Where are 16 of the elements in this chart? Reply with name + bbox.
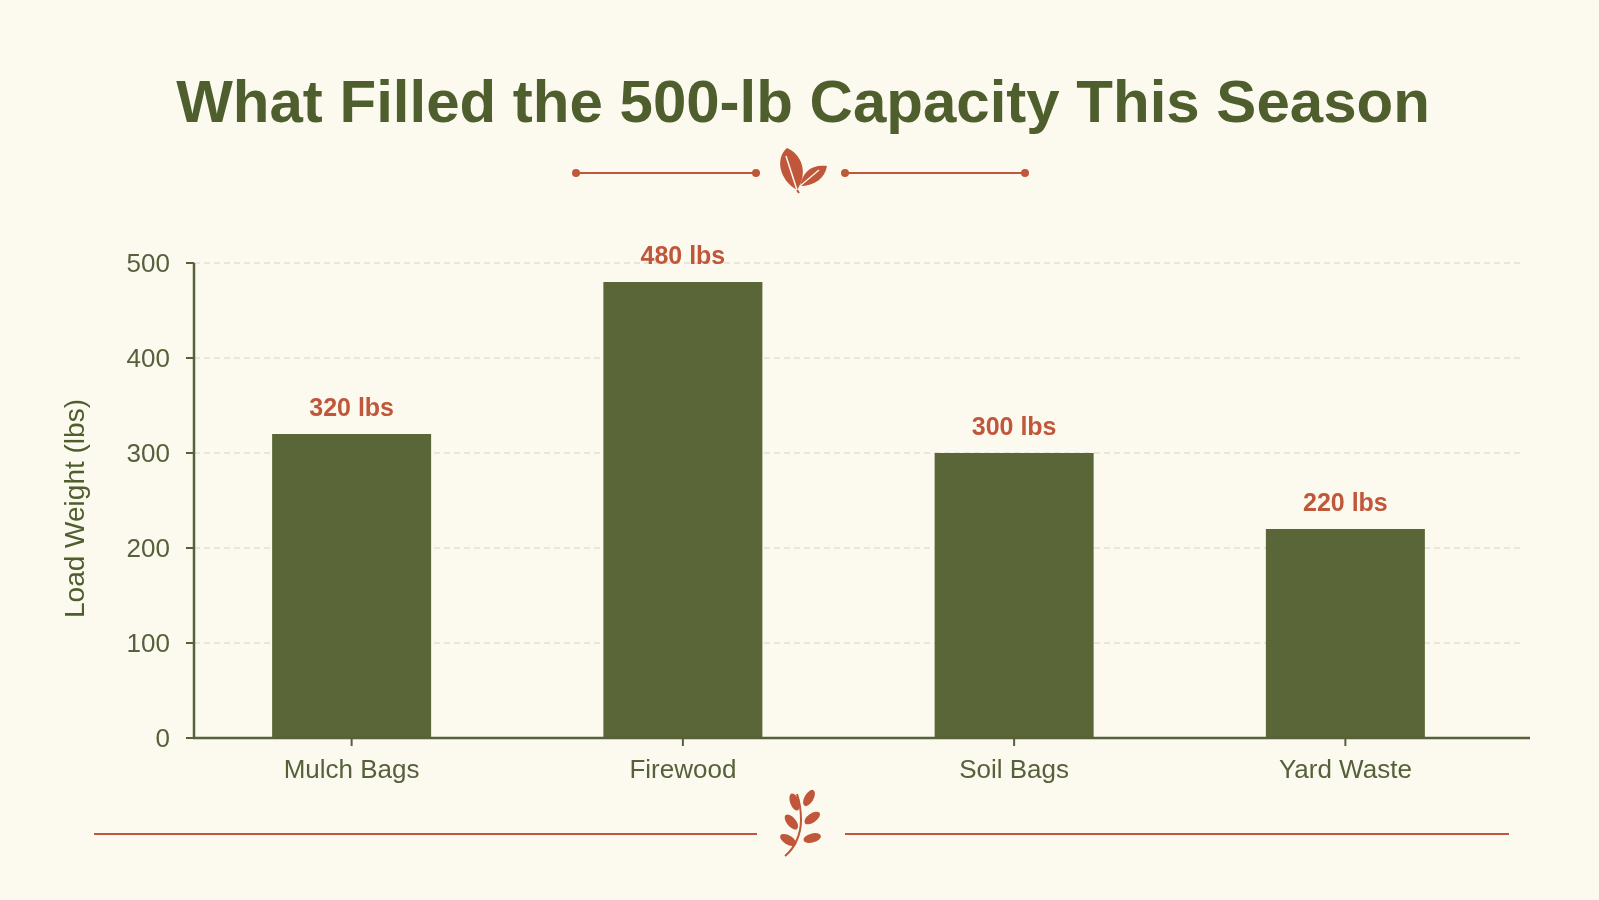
x-tick-label: Yard Waste	[1278, 754, 1412, 784]
y-tick-label: 400	[126, 343, 170, 374]
y-tick-label: 300	[126, 438, 170, 469]
data-label: 300 lbs	[971, 412, 1057, 440]
x-tick-label: Mulch Bags	[283, 754, 420, 784]
data-label: 220 lbs	[1302, 488, 1388, 516]
y-tick-label: 500	[126, 248, 170, 279]
chart-title: What Filled the 500-lb Capacity This Season	[176, 68, 1430, 135]
y-axis-title: Load Weight (lbs)	[59, 399, 90, 618]
data-label: 480 lbs	[640, 241, 726, 269]
x-tick-label: Firewood	[629, 754, 737, 784]
y-tick-label: 200	[126, 533, 170, 564]
y-tick-label: 0	[155, 723, 170, 754]
data-label: 320 lbs	[309, 393, 395, 421]
y-tick-label: 100	[126, 628, 170, 659]
x-tick-label: Soil Bags	[959, 754, 1070, 784]
